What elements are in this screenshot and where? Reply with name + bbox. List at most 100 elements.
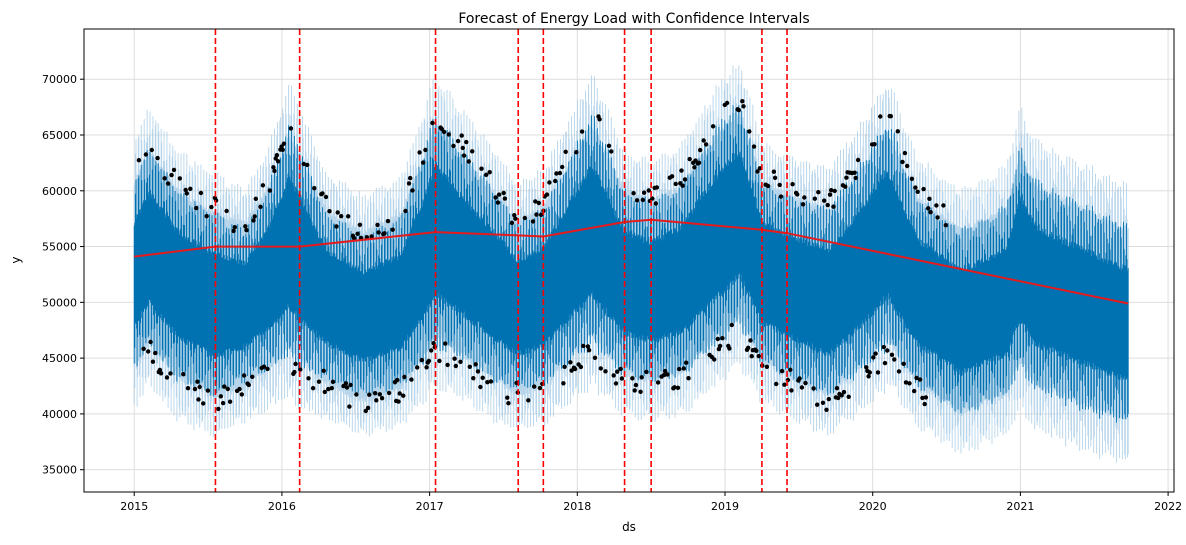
observed-point <box>275 159 281 164</box>
observed-point <box>185 386 191 391</box>
observed-point <box>437 358 442 364</box>
observed-point <box>832 188 837 194</box>
observed-point <box>136 158 142 163</box>
x-tick-label: 2019 <box>711 500 739 513</box>
observed-point <box>224 208 229 214</box>
observed-point <box>598 366 603 371</box>
observed-point <box>771 169 777 174</box>
observed-point <box>241 373 247 378</box>
observed-point <box>346 214 351 219</box>
observed-point <box>513 216 518 221</box>
observed-point <box>881 344 886 350</box>
observed-point <box>561 381 566 386</box>
y-tick-label: 40000 <box>42 408 77 421</box>
observed-point <box>196 397 201 402</box>
observed-point <box>165 181 171 186</box>
observed-point <box>684 360 689 365</box>
observed-point <box>825 202 830 208</box>
observed-point <box>329 386 334 391</box>
observed-point <box>272 168 277 174</box>
observed-point <box>853 175 858 181</box>
observed-point <box>292 369 297 375</box>
observed-point <box>777 182 782 188</box>
observed-point <box>855 157 861 163</box>
observed-point <box>239 392 244 397</box>
observed-point <box>772 175 778 180</box>
observed-point <box>429 348 434 353</box>
observed-point <box>900 159 905 165</box>
observed-point <box>729 322 734 328</box>
observed-point <box>829 188 834 193</box>
observed-point <box>852 170 857 175</box>
observed-point <box>343 381 349 386</box>
observed-point <box>578 364 584 370</box>
observed-point <box>864 365 869 370</box>
observed-point <box>153 350 158 356</box>
observed-point <box>827 192 833 197</box>
observed-point <box>802 195 807 200</box>
observed-point <box>866 374 871 379</box>
observed-point <box>419 357 425 363</box>
observed-point <box>846 394 851 399</box>
observed-point <box>935 215 940 220</box>
observed-point <box>357 222 363 227</box>
observed-point <box>831 204 836 209</box>
observed-point <box>253 196 258 201</box>
observed-point <box>459 133 464 138</box>
observed-point <box>922 401 927 407</box>
observed-point <box>320 191 325 196</box>
observed-point <box>803 380 808 386</box>
observed-point <box>888 114 893 119</box>
observed-point <box>453 363 458 369</box>
observed-point <box>534 212 539 217</box>
observed-point <box>321 368 326 373</box>
observed-point <box>790 182 795 187</box>
y-axis-ticks: 35000 40000 45000 50000 55000 60000 65000 70000 <box>42 73 84 477</box>
observed-point <box>703 142 709 147</box>
observed-point <box>385 218 391 224</box>
observed-point <box>204 214 209 219</box>
observed-point <box>479 166 484 171</box>
observed-point <box>815 402 820 407</box>
observed-point <box>252 214 257 219</box>
observed-point <box>533 199 538 204</box>
observed-point <box>875 370 881 375</box>
observed-point <box>390 227 395 232</box>
observed-point <box>496 192 502 197</box>
observed-point <box>568 360 573 365</box>
observed-point <box>452 356 457 361</box>
observed-point <box>934 203 939 208</box>
observed-point <box>244 228 249 233</box>
observed-point <box>882 360 888 366</box>
observed-points <box>136 99 948 414</box>
observed-point <box>478 384 483 390</box>
observed-point <box>633 382 639 388</box>
observed-point <box>547 180 552 185</box>
observed-point <box>243 224 248 229</box>
observed-point <box>675 385 681 390</box>
observed-point <box>351 236 357 241</box>
x-tick-label: 2015 <box>120 500 148 513</box>
observed-point <box>687 156 692 162</box>
observed-point <box>655 380 661 385</box>
y-tick-label: 55000 <box>42 241 77 254</box>
observed-point <box>634 198 640 203</box>
observed-point <box>231 228 236 234</box>
observed-point <box>410 188 415 193</box>
observed-point <box>460 145 465 151</box>
observed-point <box>401 393 406 398</box>
observed-point <box>237 386 242 392</box>
observed-point <box>654 185 660 190</box>
observed-point <box>826 396 831 402</box>
observed-point <box>907 381 912 386</box>
observed-point <box>717 343 723 349</box>
observed-point <box>611 373 616 378</box>
observed-point <box>355 231 360 236</box>
observed-point <box>673 181 678 187</box>
observed-point <box>696 160 702 165</box>
observed-point <box>227 399 233 404</box>
observed-point <box>712 357 717 362</box>
observed-point <box>779 368 785 374</box>
observed-point <box>446 132 451 137</box>
observed-point <box>539 212 544 217</box>
